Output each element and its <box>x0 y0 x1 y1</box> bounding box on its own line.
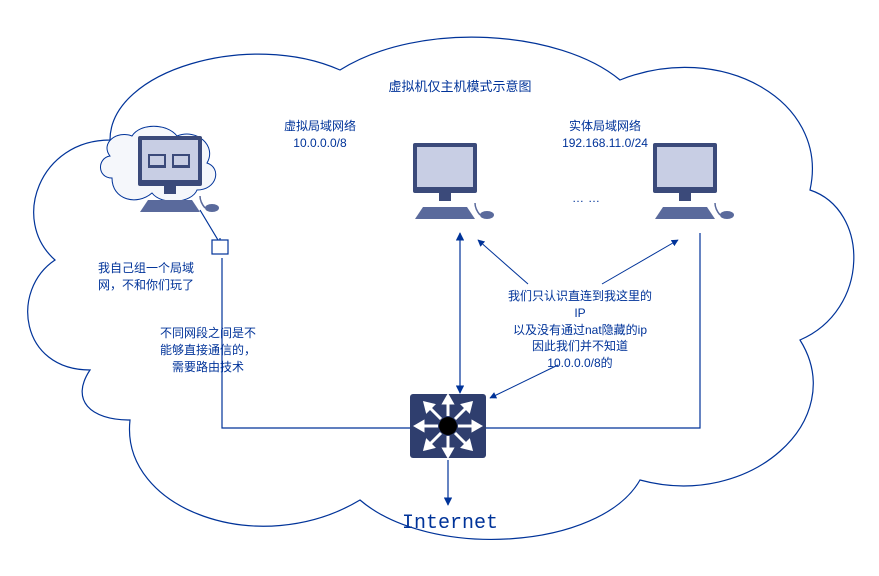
physical-lan-label: 实体局域网络 192.168.11.0/24 <box>530 118 680 152</box>
router-icon <box>408 392 488 464</box>
virtual-lan-label: 虚拟局域网络 10.0.0.0/8 <box>255 118 385 152</box>
router-comment: 我们只认识直连到我这里的 IP 以及没有通过nat隐藏的ip 因此我们并不知道 … <box>480 288 680 372</box>
diagram-title: 虚拟机仅主机模式示意图 <box>350 78 570 96</box>
dots-label: …… <box>548 190 628 207</box>
routing-comment: 不同网段之间是不 能够直接通信的， 需要路由技术 <box>138 325 278 375</box>
diagram-canvas: 虚拟机仅主机模式示意图 虚拟局域网络 10.0.0.0/8 实体局域网络 192… <box>0 0 879 576</box>
internet-label: Internet <box>400 510 500 538</box>
physical-pc-1-icon <box>405 135 515 235</box>
vm-comment: 我自己组一个局域 网，不和你们玩了 <box>76 260 216 294</box>
